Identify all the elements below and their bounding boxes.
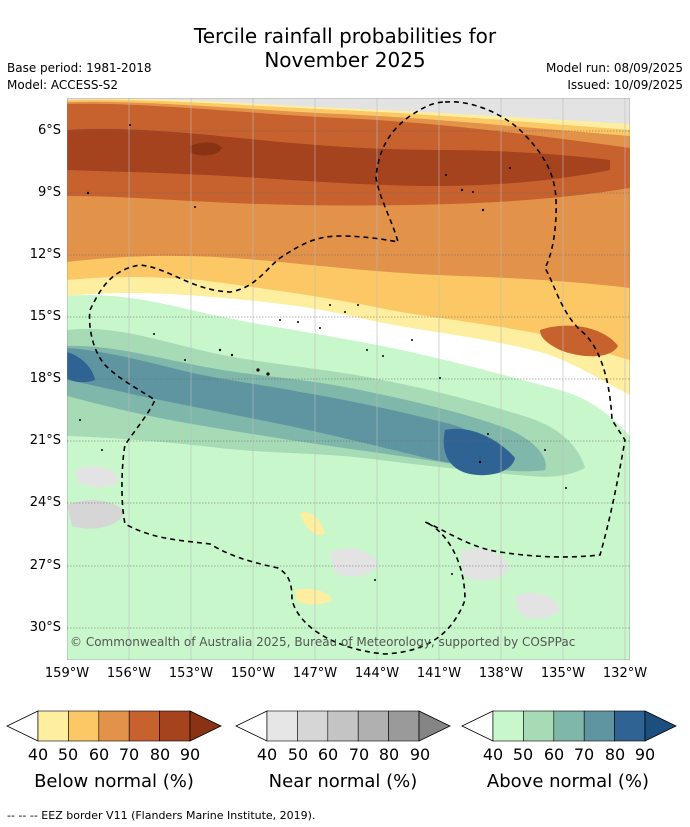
colorbar-segment xyxy=(327,710,359,742)
legend-tick: 90 xyxy=(634,745,656,764)
legend-tick: 80 xyxy=(604,745,626,764)
legend-tick: 70 xyxy=(348,745,370,764)
colorbar-segment xyxy=(553,710,585,742)
colorbar-min-arrow xyxy=(235,710,268,742)
legend-tick: 50 xyxy=(57,745,79,764)
base-period: Base period: 1981-2018 xyxy=(7,61,152,75)
lon-label: 159°W xyxy=(44,666,90,681)
lat-label: 18°S xyxy=(29,371,61,386)
lon-label: 135°W xyxy=(540,666,586,681)
colorbar-min-arrow xyxy=(6,710,39,742)
colorbar-segment xyxy=(266,710,298,742)
chart-title: Tercile rainfall probabilities for Novem… xyxy=(0,24,690,72)
colorbar-max-arrow xyxy=(189,710,222,742)
islands xyxy=(79,124,567,581)
issued-date: Issued: 10/09/2025 xyxy=(567,78,683,92)
lat-label: 21°S xyxy=(29,433,61,448)
legend-tick: 80 xyxy=(378,745,400,764)
eez-footnote: -- -- -- EEZ border V11 (Flanders Marine… xyxy=(7,809,316,822)
lon-label: 147°W xyxy=(292,666,338,681)
colorbar-segment xyxy=(388,710,420,742)
eez-border xyxy=(88,101,626,655)
colorbar-segment xyxy=(68,710,100,742)
lat-label: 27°S xyxy=(29,558,61,573)
lat-label: 24°S xyxy=(29,495,61,510)
lat-label: 9°S xyxy=(37,185,61,200)
legend-tick: 60 xyxy=(317,745,339,764)
graticule xyxy=(67,98,630,660)
legend-tick: 60 xyxy=(88,745,110,764)
colorbar-segment xyxy=(583,710,615,742)
legend-tick: 40 xyxy=(482,745,504,764)
colorbar-max-arrow xyxy=(418,710,451,742)
meta-right: Model run: 08/09/2025 Issued: 10/09/2025 xyxy=(546,60,683,94)
lon-label: 138°W xyxy=(478,666,524,681)
legend-tick: 40 xyxy=(256,745,278,764)
rainfall-map: © Commonwealth of Australia 2025, Bureau… xyxy=(67,98,630,660)
map-field xyxy=(67,98,630,660)
model-name: Model: ACCESS-S2 xyxy=(7,78,119,92)
lon-label: 144°W xyxy=(354,666,400,681)
colorbar-segment xyxy=(492,710,524,742)
below-normal-title: Below normal (%) xyxy=(34,771,194,792)
meta-left: Base period: 1981-2018 Model: ACCESS-S2 xyxy=(7,60,152,94)
colorbar-max-arrow xyxy=(644,710,677,742)
lat-label: 30°S xyxy=(29,620,61,635)
lon-label: 132°W xyxy=(602,666,648,681)
colorbar-min-arrow xyxy=(461,710,494,742)
near-normal-colorbar xyxy=(235,710,451,742)
colorbar-segment xyxy=(37,710,69,742)
lon-label: 150°W xyxy=(230,666,276,681)
model-run: Model run: 08/09/2025 xyxy=(545,61,683,75)
legend-tick: 40 xyxy=(27,745,49,764)
colorbar-segment xyxy=(159,710,191,742)
legend-tick: 80 xyxy=(149,745,171,764)
colorbar-segment xyxy=(357,710,389,742)
legend-tick: 90 xyxy=(179,745,201,764)
colorbar-segment xyxy=(297,710,329,742)
colorbar-segment xyxy=(614,710,646,742)
above-normal-title: Above normal (%) xyxy=(486,771,650,792)
lat-label: 6°S xyxy=(37,123,61,138)
legend-tick: 70 xyxy=(118,745,140,764)
legend-tick: 60 xyxy=(543,745,565,764)
title-line-2: November 2025 xyxy=(264,48,426,72)
colorbar-segment xyxy=(523,710,555,742)
lon-label: 153°W xyxy=(168,666,214,681)
below-normal-colorbar xyxy=(6,710,222,742)
colorbar-segment xyxy=(128,710,160,742)
copyright-note: © Commonwealth of Australia 2025, Bureau… xyxy=(70,635,575,649)
lat-label: 15°S xyxy=(29,309,61,324)
lon-label: 156°W xyxy=(106,666,152,681)
lat-label: 12°S xyxy=(29,247,61,262)
legend-tick: 50 xyxy=(512,745,534,764)
legend-tick: 90 xyxy=(409,745,431,764)
legend-colorbars xyxy=(6,710,677,742)
legend-tick: 50 xyxy=(287,745,309,764)
near-normal-title: Near normal (%) xyxy=(268,771,418,792)
colorbar-segment xyxy=(98,710,130,742)
title-line-1: Tercile rainfall probabilities for xyxy=(193,24,497,48)
legend-tick: 70 xyxy=(573,745,595,764)
above-normal-colorbar xyxy=(461,710,677,742)
lon-label: 141°W xyxy=(416,666,462,681)
